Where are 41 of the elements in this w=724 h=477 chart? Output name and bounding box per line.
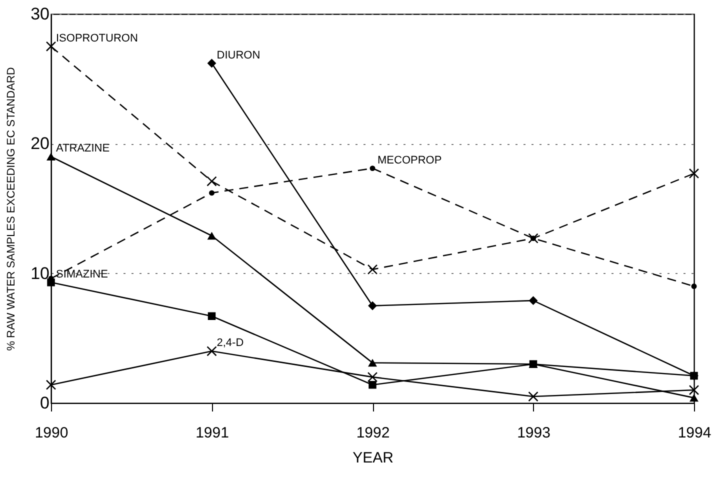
y-axis-title: % RAW WATER SAMPLES EXCEEDING EC STANDARD (6, 67, 18, 351)
y-tick-label: 20 (30, 134, 50, 154)
point (206, 176, 217, 186)
series-label: MECOPROP (378, 154, 442, 166)
point (46, 41, 56, 52)
x-tick-label: 1992 (356, 424, 390, 442)
point (207, 58, 216, 68)
x-tick-label: 1990 (34, 424, 68, 442)
x-tick-label: 1994 (678, 424, 712, 442)
series-label: DIURON (216, 49, 260, 62)
point (206, 346, 217, 356)
series-label: ATRAZINE (56, 142, 110, 155)
series-label: 2,4-D (216, 337, 244, 350)
point (688, 384, 700, 396)
x-tick-label: 1993 (517, 424, 550, 442)
x-tick-label: 1991 (196, 424, 229, 442)
point (46, 152, 56, 161)
point (208, 312, 216, 320)
point (529, 360, 538, 368)
point (691, 284, 697, 290)
point (528, 391, 538, 402)
point (688, 168, 700, 179)
point (690, 394, 698, 402)
point (368, 301, 377, 310)
series-label: ISOPROTURON (56, 32, 138, 44)
point (690, 372, 698, 380)
point (368, 358, 377, 367)
x-axis-title: YEAR (352, 450, 394, 466)
point (528, 296, 538, 306)
point (46, 380, 56, 390)
point (370, 166, 376, 172)
y-tick-label: 10 (30, 264, 50, 283)
point (207, 232, 216, 240)
point (209, 190, 214, 196)
point (368, 380, 376, 389)
y-tick-label: 0 (40, 394, 50, 412)
point (47, 278, 55, 286)
series-label: SIMAZINE (56, 268, 108, 280)
point (367, 372, 378, 382)
y-tick-label: 30 (30, 4, 50, 24)
point (367, 264, 378, 275)
